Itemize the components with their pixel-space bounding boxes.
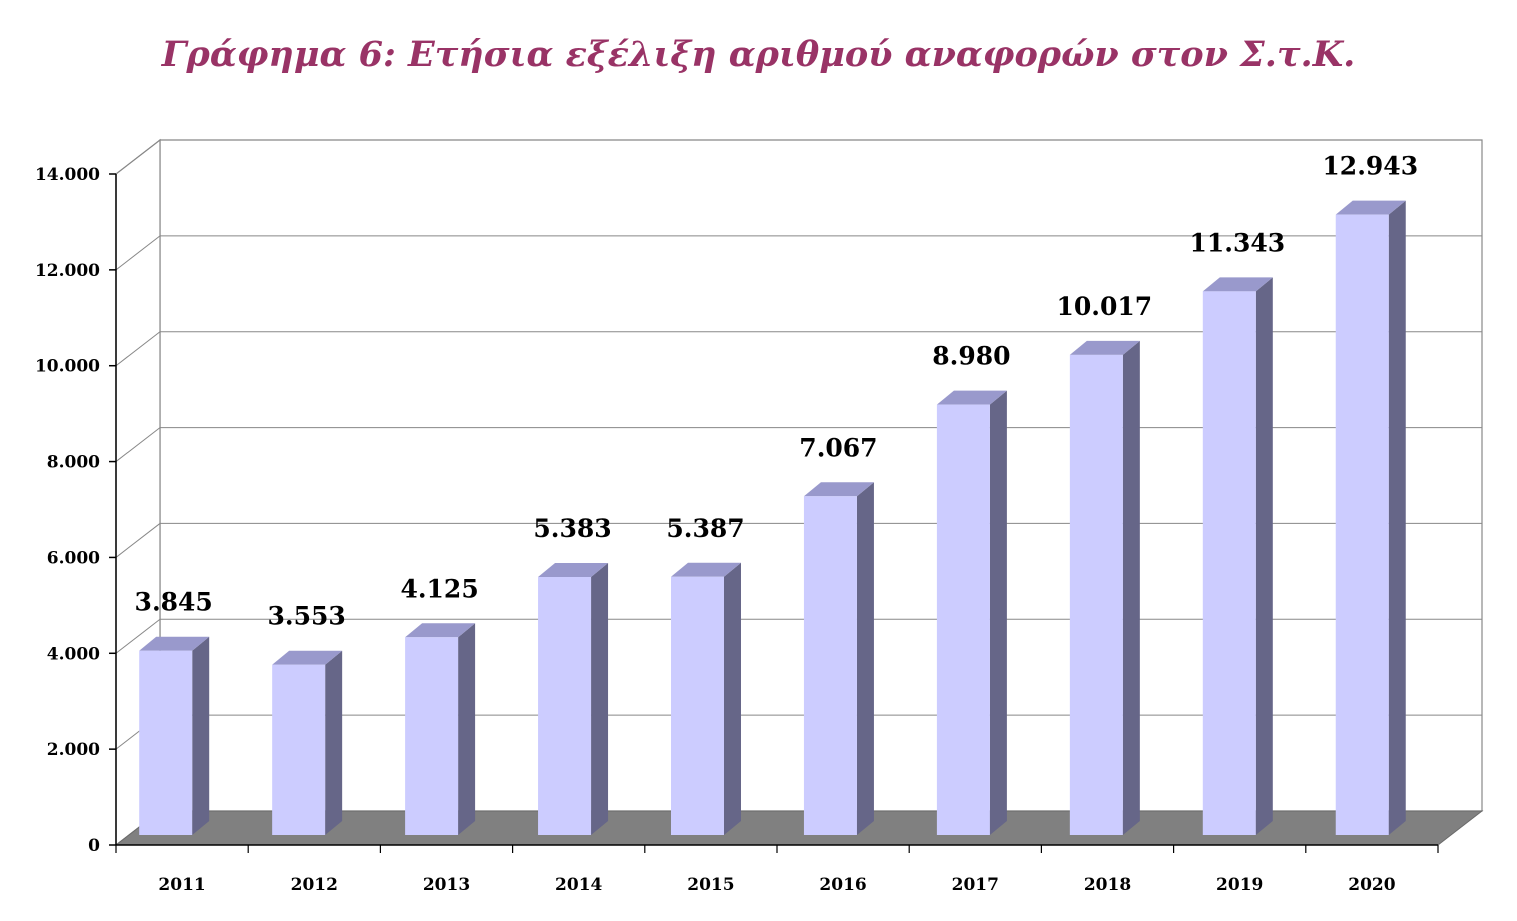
bar-side	[1122, 340, 1140, 835]
data-label-2016: 7.067	[799, 433, 877, 462]
bar-2011	[139, 636, 210, 835]
y-tick-label: 6.000	[47, 548, 100, 568]
bar-side	[989, 390, 1007, 835]
bar-2014	[538, 563, 609, 835]
data-label-2020: 12.943	[1322, 152, 1418, 181]
bar-top	[139, 636, 210, 651]
y-tick-label: 12.000	[35, 261, 100, 281]
bar-top	[936, 390, 1007, 405]
bar-top	[538, 563, 609, 578]
data-label-2013: 4.125	[400, 574, 478, 603]
bars	[139, 200, 1406, 836]
x-tick-label: 2018	[1084, 875, 1131, 895]
x-tick-label: 2011	[158, 875, 205, 895]
data-label-2011: 3.845	[135, 588, 213, 617]
bar-front	[1335, 214, 1389, 835]
data-label-2018: 10.017	[1057, 292, 1153, 321]
gridline	[115, 139, 1482, 175]
chart-title: Γράφημα 6: Ετήσια εξέλιξη αριθμού αναφορ…	[161, 34, 1356, 75]
bar-front	[272, 664, 326, 835]
bar-2015	[671, 562, 741, 835]
gridline	[115, 618, 1482, 654]
bar-2019	[1202, 277, 1273, 836]
data-label-2012: 3.553	[268, 602, 346, 631]
x-axis-ticks: 2011 2012 2013 2014 2015 2016 2017 2018 2019 2020	[115, 845, 1439, 895]
bar-side	[591, 563, 609, 835]
bar-front	[139, 650, 193, 835]
gridline	[115, 427, 1482, 462]
bar-top	[272, 650, 343, 665]
bar-2018	[1069, 340, 1140, 835]
bar-top	[405, 623, 476, 638]
bar-side	[458, 623, 476, 835]
x-tick-label: 2019	[1216, 875, 1263, 895]
x-tick-label: 2015	[687, 875, 734, 895]
bar-side	[325, 650, 343, 835]
bar-2016	[803, 482, 874, 835]
bar-2017	[936, 390, 1007, 835]
gridline	[115, 522, 1482, 558]
bar-side	[1255, 277, 1273, 836]
bar-side	[192, 636, 210, 835]
x-tick-label: 2016	[819, 875, 866, 895]
x-tick-label: 2012	[291, 875, 338, 895]
bar-front	[803, 496, 857, 835]
bar-top	[1202, 277, 1273, 292]
y-tick-label: 14.000	[35, 165, 100, 185]
bar-front	[1069, 354, 1123, 835]
bar-front	[405, 637, 459, 835]
bar-front	[671, 576, 724, 835]
bar-top	[1069, 340, 1140, 355]
data-label-2014: 5.383	[533, 514, 611, 543]
y-tick-label: 10.000	[35, 357, 100, 377]
bar-2012	[272, 650, 343, 835]
data-label-2019: 11.343	[1189, 228, 1285, 257]
data-label-2017: 8.980	[932, 342, 1010, 371]
y-tick-label: 0	[88, 836, 100, 856]
bar-front	[538, 577, 592, 835]
gridline	[115, 331, 1482, 367]
bar-top	[1335, 200, 1406, 215]
data-label-2015: 5.387	[666, 514, 744, 543]
bar-front	[1202, 291, 1256, 836]
y-tick-label: 2.000	[47, 740, 100, 760]
y-tick-label: 8.000	[47, 453, 100, 473]
gridline	[115, 235, 1482, 271]
gridlines	[115, 139, 1482, 750]
x-tick-label: 2013	[423, 875, 470, 895]
data-labels: 3.845 3.553 4.125 5.383 5.387 7.067 8.980 10.01…	[135, 152, 1419, 631]
bar-side	[1388, 200, 1406, 835]
bar-side	[724, 562, 741, 835]
x-tick-label: 2017	[952, 875, 999, 895]
y-axis-ticks: 0 2.000 4.000 6.000 8.000 10.000 12.000 14.000	[35, 165, 116, 856]
bar-top	[803, 482, 874, 497]
bar-2020	[1335, 200, 1406, 835]
x-tick-label: 2014	[555, 875, 602, 895]
bar-front	[936, 404, 990, 835]
bar-2013	[405, 623, 476, 835]
x-tick-label: 2020	[1348, 875, 1395, 895]
y-tick-label: 4.000	[47, 644, 100, 664]
bar-top	[671, 562, 741, 577]
bar-side	[856, 482, 874, 835]
